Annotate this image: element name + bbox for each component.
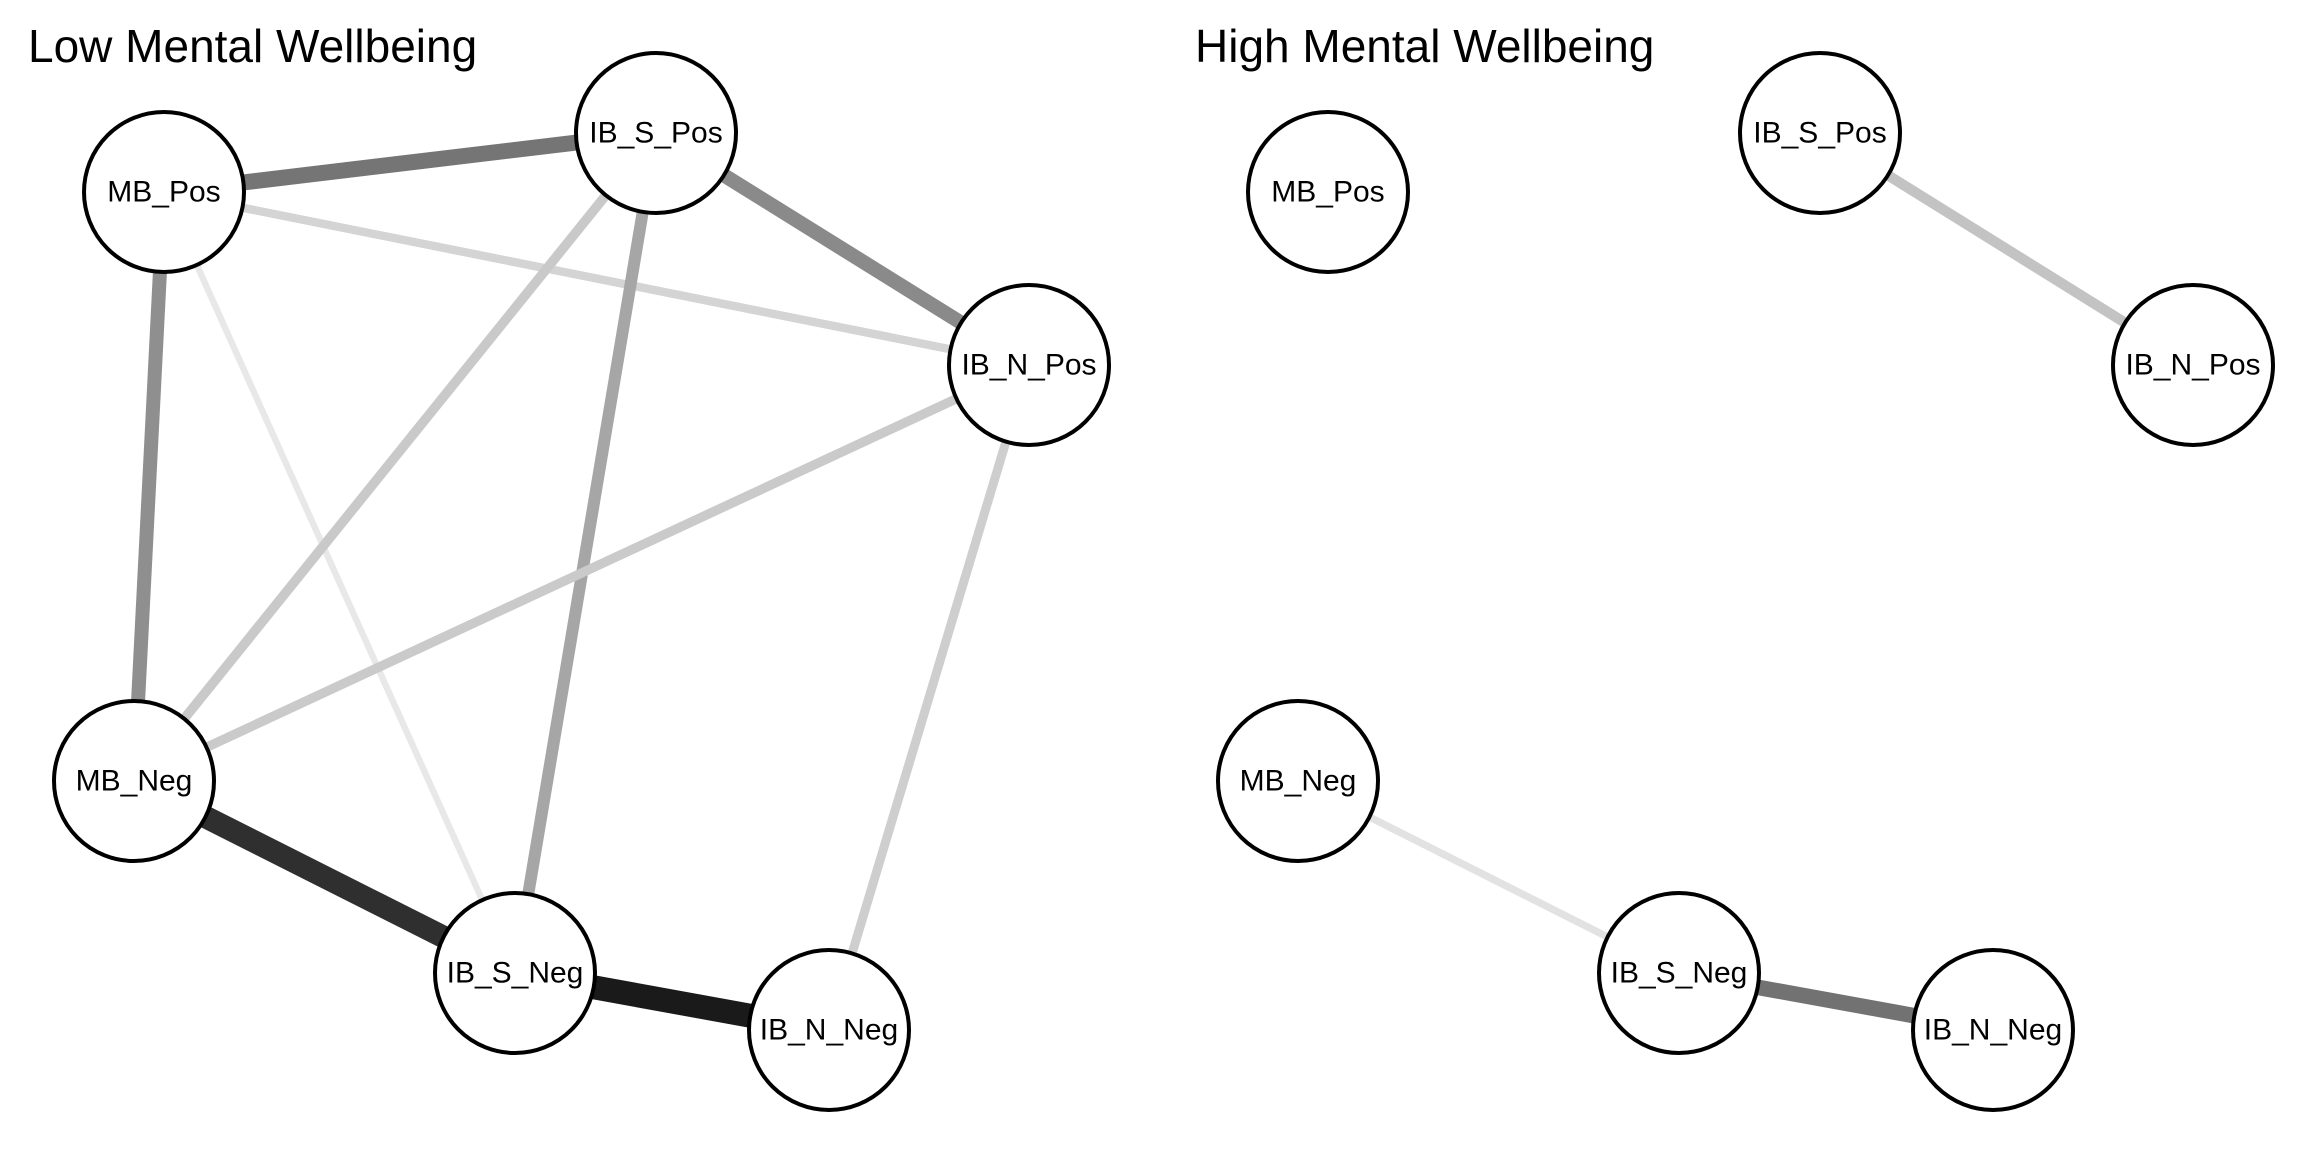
node-circle <box>2111 283 2275 447</box>
node-low-IB_S_Pos: IB_S_Pos <box>574 51 738 215</box>
edge-low-IB_S_Pos-MB_Neg <box>130 129 660 785</box>
node-label: MB_Neg <box>1240 765 1357 798</box>
node-circle <box>947 283 1111 447</box>
nodes-high: MB_Pos IB_S_Pos IB_N_Pos MB_Neg IB_S_Neg IB_N… <box>1216 51 2275 1112</box>
node-label: IB_S_Neg <box>447 957 584 990</box>
panel-low-wellbeing: Low Mental Wellbeing MB_Pos IB_S_Pos IB_N_… <box>28 20 1111 1112</box>
node-circle <box>1738 51 1902 215</box>
node-circle <box>433 891 597 1055</box>
node-high-IB_S_Pos: IB_S_Pos <box>1738 51 1902 215</box>
node-low-IB_N_Neg: IB_N_Neg <box>747 948 911 1112</box>
node-circle <box>747 948 911 1112</box>
node-low-MB_Pos: MB_Pos <box>82 110 246 274</box>
node-circle <box>52 699 216 863</box>
edge-low-IB_N_Pos-IB_N_Neg <box>824 363 1034 1032</box>
edge-low-IB_S_Pos-IB_S_Neg <box>509 132 662 974</box>
node-circle <box>1597 891 1761 1055</box>
node-high-IB_N_Pos: IB_N_Pos <box>2111 283 2275 447</box>
node-label: IB_N_Pos <box>2125 349 2260 382</box>
node-high-MB_Pos: MB_Pos <box>1246 110 1410 274</box>
node-circle <box>574 51 738 215</box>
edges-low <box>127 125 1034 1042</box>
node-label: IB_N_Neg <box>760 1014 898 1047</box>
node-low-MB_Neg: MB_Neg <box>52 699 216 863</box>
node-label: MB_Pos <box>107 176 220 209</box>
edge-low-MB_Pos-IB_S_Neg <box>161 190 518 975</box>
node-circle <box>1911 948 2075 1112</box>
panel-high-wellbeing: High Mental Wellbeing MB_Pos IB_S_Pos IB_N… <box>1195 20 2275 1112</box>
node-label: IB_N_Pos <box>961 349 1096 382</box>
edge-low-MB_Pos-MB_Neg <box>127 191 171 782</box>
node-label: IB_S_Pos <box>589 117 722 150</box>
panel-title-high: High Mental Wellbeing <box>1195 20 1654 72</box>
node-label: MB_Neg <box>76 765 193 798</box>
node-label: MB_Pos <box>1271 176 1384 209</box>
node-label: IB_N_Neg <box>1924 1014 2062 1047</box>
panel-title-low: Low Mental Wellbeing <box>28 20 477 72</box>
node-circle <box>82 110 246 274</box>
edge-low-MB_Pos-IB_N_Pos <box>163 187 1030 370</box>
node-high-IB_S_Neg: IB_S_Neg <box>1597 891 1761 1055</box>
node-label: IB_S_Pos <box>1753 117 1886 150</box>
node-circle <box>1216 699 1380 863</box>
edge-low-IB_N_Pos-MB_Neg <box>132 360 1031 786</box>
node-circle <box>1246 110 1410 274</box>
nodes-low: MB_Pos IB_S_Pos IB_N_Pos MB_Neg IB_S_Neg IB_N… <box>52 51 1111 1112</box>
edge-low-MB_Pos-IB_S_Pos <box>163 125 657 200</box>
node-high-IB_N_Neg: IB_N_Neg <box>1911 948 2075 1112</box>
node-high-MB_Neg: MB_Neg <box>1216 699 1380 863</box>
node-low-IB_N_Pos: IB_N_Pos <box>947 283 1111 447</box>
node-label: IB_S_Neg <box>1611 957 1748 990</box>
node-low-IB_S_Neg: IB_S_Neg <box>433 891 597 1055</box>
edges-high <box>1296 128 2196 1038</box>
